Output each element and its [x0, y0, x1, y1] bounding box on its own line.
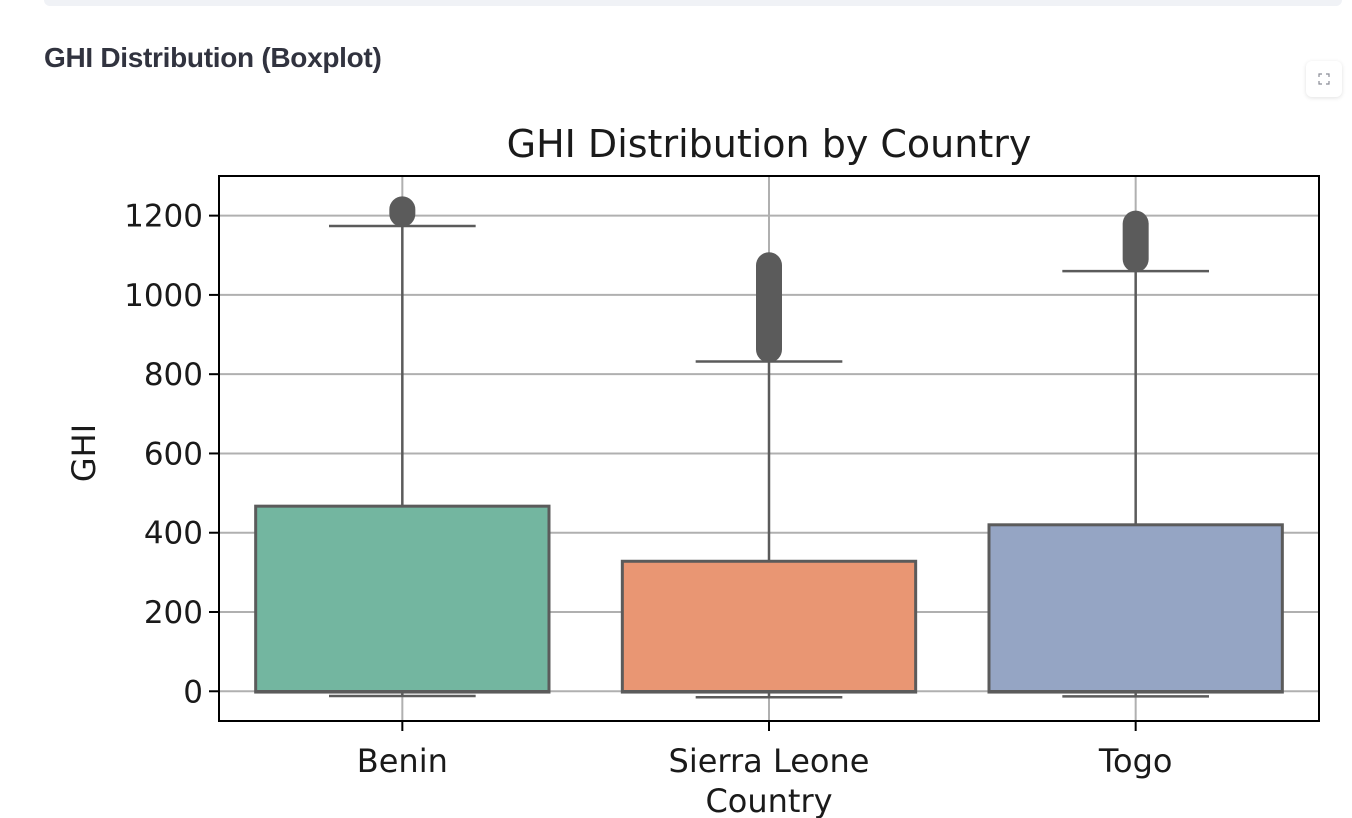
box [254, 504, 551, 694]
axes: 0 200 400 600 800 1000 1200 Benin Sierra Leone To… [124, 199, 1172, 780]
x-tick-label: Benin [357, 742, 448, 780]
section-title: GHI Distribution (Boxplot) [44, 42, 382, 73]
box [987, 523, 1284, 694]
y-tick-label: 1000 [124, 278, 203, 314]
box-group-sierra-leone [620, 252, 918, 699]
x-tick-label: Sierra Leone [669, 742, 870, 780]
y-tick-label: 400 [144, 516, 203, 552]
box-group-togo [987, 210, 1284, 698]
box-group-benin [254, 196, 551, 698]
x-axis-label: Country [705, 782, 832, 818]
y-tick-label: 800 [144, 357, 203, 393]
y-axis-label: GHI [65, 424, 103, 482]
top-divider [44, 0, 1342, 6]
fullscreen-button[interactable] [1306, 61, 1342, 97]
y-tick-label: 200 [144, 595, 203, 631]
y-tick-label: 1200 [124, 199, 203, 235]
box [620, 559, 918, 694]
y-tick-label: 600 [144, 436, 203, 472]
expand-icon [1318, 73, 1330, 85]
plot-area [254, 196, 1284, 699]
x-tick-label: Togo [1098, 742, 1173, 780]
y-tick-label: 0 [183, 674, 203, 710]
chart-title: GHI Distribution by Country [507, 122, 1032, 166]
